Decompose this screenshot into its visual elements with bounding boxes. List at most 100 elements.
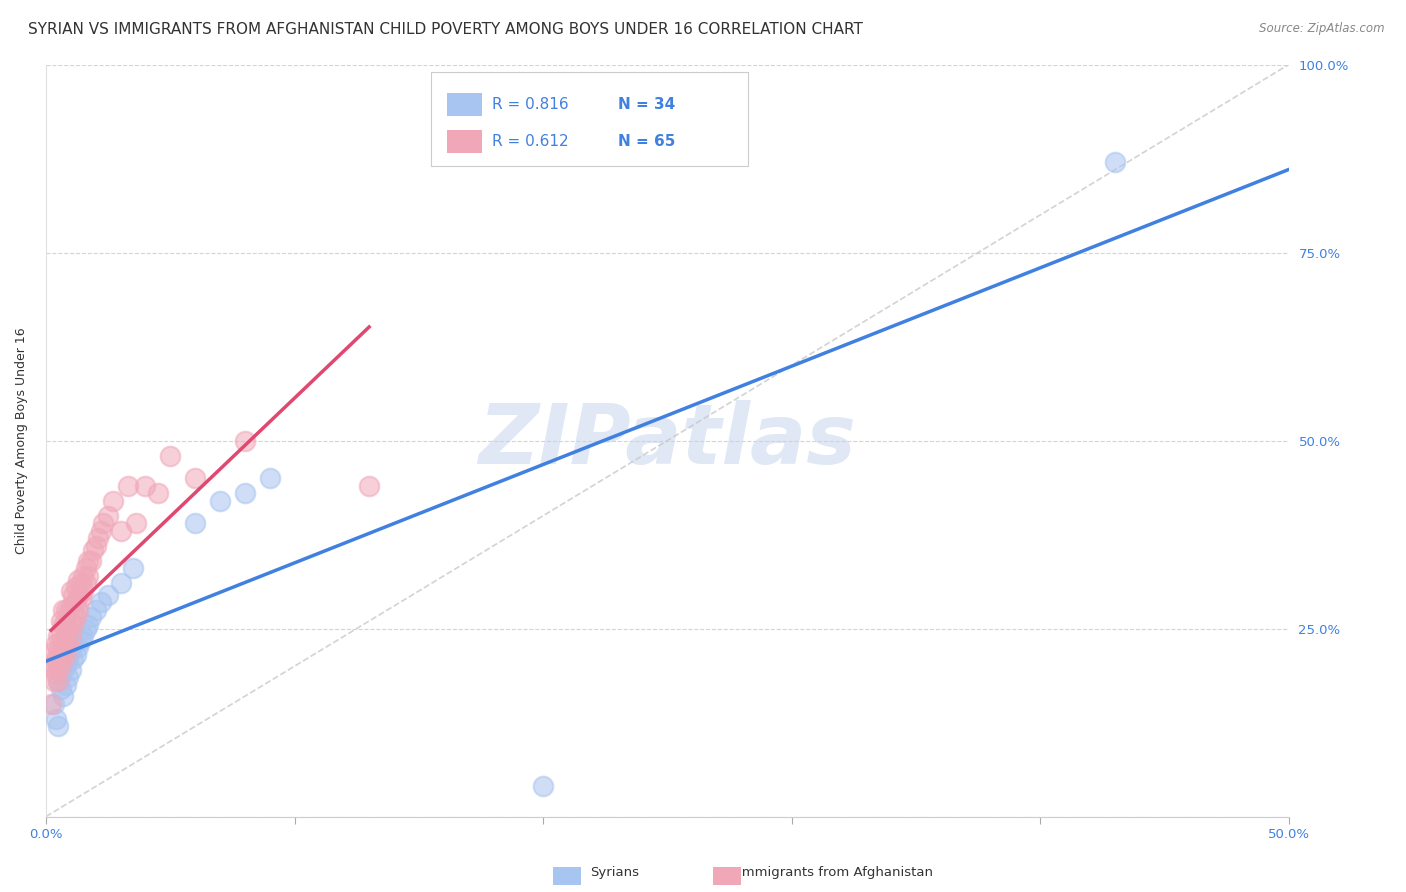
Point bbox=[72, 583, 94, 598]
Point bbox=[52, 648, 75, 662]
Point bbox=[90, 595, 112, 609]
Point bbox=[58, 636, 80, 650]
Text: N = 65: N = 65 bbox=[617, 134, 675, 149]
Bar bbox=[447, 93, 482, 116]
Text: R = 0.612: R = 0.612 bbox=[492, 134, 569, 149]
Point bbox=[97, 508, 120, 523]
Point bbox=[52, 632, 75, 647]
Point bbox=[48, 644, 70, 658]
Point bbox=[82, 542, 104, 557]
Point bbox=[101, 493, 124, 508]
Point bbox=[67, 588, 90, 602]
Point bbox=[55, 678, 77, 692]
Point bbox=[58, 622, 80, 636]
Point bbox=[97, 588, 120, 602]
Point bbox=[59, 583, 82, 598]
Point bbox=[80, 554, 103, 568]
Point bbox=[91, 516, 114, 531]
Point bbox=[59, 614, 82, 628]
Point bbox=[48, 674, 70, 689]
Point bbox=[58, 651, 80, 665]
Point bbox=[49, 666, 72, 681]
Point bbox=[159, 449, 181, 463]
Point bbox=[59, 599, 82, 613]
Point bbox=[87, 531, 110, 545]
Point bbox=[70, 632, 93, 647]
Point bbox=[48, 659, 70, 673]
Text: SYRIAN VS IMMIGRANTS FROM AFGHANISTAN CHILD POVERTY AMONG BOYS UNDER 16 CORRELAT: SYRIAN VS IMMIGRANTS FROM AFGHANISTAN CH… bbox=[28, 22, 863, 37]
Point bbox=[52, 659, 75, 673]
Point bbox=[59, 663, 82, 677]
Point bbox=[62, 636, 84, 650]
Point bbox=[84, 603, 107, 617]
Point bbox=[65, 648, 87, 662]
Point bbox=[110, 576, 132, 591]
Point bbox=[42, 659, 65, 673]
Text: Source: ZipAtlas.com: Source: ZipAtlas.com bbox=[1260, 22, 1385, 36]
Point bbox=[359, 478, 381, 492]
Point bbox=[52, 617, 75, 632]
Point bbox=[110, 524, 132, 538]
Point bbox=[67, 573, 90, 587]
Point bbox=[134, 478, 156, 492]
Point bbox=[39, 659, 62, 673]
Text: R = 0.816: R = 0.816 bbox=[492, 97, 569, 112]
Point bbox=[62, 651, 84, 665]
Point bbox=[259, 471, 281, 485]
Point bbox=[49, 629, 72, 643]
Point bbox=[55, 648, 77, 662]
Point bbox=[122, 561, 145, 575]
Point bbox=[42, 697, 65, 711]
Point bbox=[49, 681, 72, 696]
Point bbox=[75, 561, 97, 575]
Point bbox=[1104, 155, 1126, 169]
Point bbox=[52, 690, 75, 704]
Point bbox=[55, 603, 77, 617]
Point bbox=[48, 629, 70, 643]
Point bbox=[65, 580, 87, 594]
Point bbox=[208, 493, 231, 508]
Text: ZIPatlas: ZIPatlas bbox=[478, 400, 856, 481]
Point bbox=[146, 486, 169, 500]
Point bbox=[55, 617, 77, 632]
Point bbox=[72, 569, 94, 583]
Point bbox=[62, 617, 84, 632]
Point bbox=[45, 712, 67, 726]
Point bbox=[52, 603, 75, 617]
Point bbox=[233, 434, 256, 448]
Point bbox=[67, 603, 90, 617]
Point bbox=[48, 674, 70, 689]
Point bbox=[55, 632, 77, 647]
Point bbox=[45, 666, 67, 681]
Point bbox=[42, 674, 65, 689]
Point bbox=[62, 588, 84, 602]
Point bbox=[75, 622, 97, 636]
Point bbox=[72, 629, 94, 643]
FancyBboxPatch shape bbox=[432, 72, 748, 166]
Text: Immigrants from Afghanistan: Immigrants from Afghanistan bbox=[738, 866, 934, 879]
Point bbox=[55, 659, 77, 673]
Point bbox=[233, 486, 256, 500]
Point bbox=[124, 516, 146, 531]
Point bbox=[90, 524, 112, 538]
Point bbox=[59, 629, 82, 643]
Point bbox=[59, 644, 82, 658]
Point bbox=[49, 644, 72, 658]
Y-axis label: Child Poverty Among Boys Under 16: Child Poverty Among Boys Under 16 bbox=[15, 327, 28, 554]
Text: Syrians: Syrians bbox=[591, 866, 640, 879]
Point bbox=[184, 516, 207, 531]
Point bbox=[58, 607, 80, 621]
Point bbox=[58, 670, 80, 684]
Point bbox=[49, 659, 72, 673]
Point bbox=[65, 595, 87, 609]
Point bbox=[62, 603, 84, 617]
Point bbox=[49, 614, 72, 628]
Point bbox=[42, 644, 65, 658]
Point bbox=[45, 651, 67, 665]
Point bbox=[84, 539, 107, 553]
Point bbox=[48, 719, 70, 733]
Point bbox=[77, 617, 100, 632]
Point bbox=[39, 697, 62, 711]
Text: N = 34: N = 34 bbox=[617, 97, 675, 112]
Bar bbox=[447, 130, 482, 153]
